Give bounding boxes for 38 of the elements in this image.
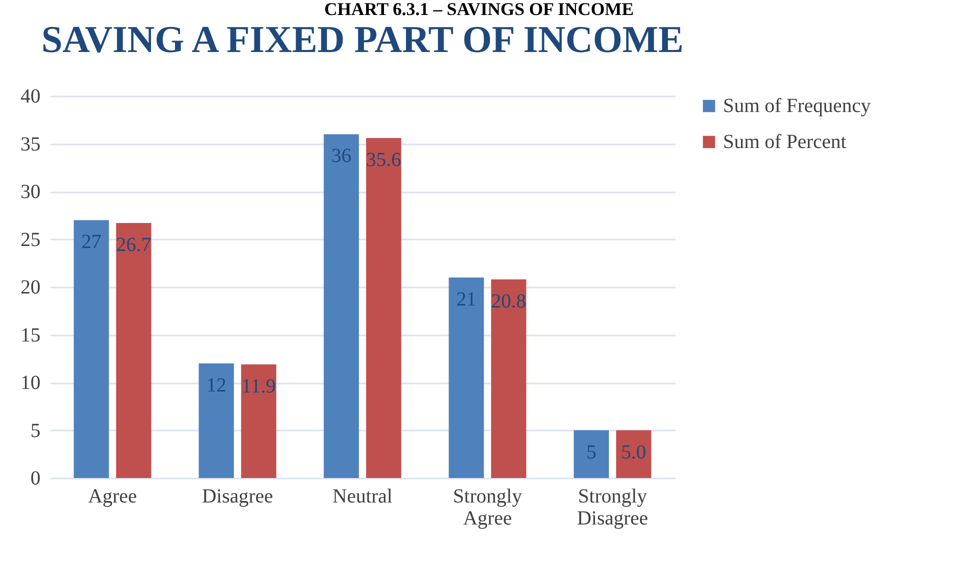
data-label: 5.0 <box>621 441 646 464</box>
data-label: 20.8 <box>491 290 526 312</box>
data-label: 21 <box>456 288 476 310</box>
data-label: 26.7 <box>116 234 152 256</box>
bar <box>366 138 402 478</box>
bar <box>491 279 526 478</box>
bar <box>616 430 652 478</box>
legend-label: Sum of Frequency <box>723 95 871 117</box>
y-tick-label: 25 <box>20 228 40 251</box>
y-tick-label: 35 <box>20 133 40 156</box>
data-label: 12 <box>206 374 226 396</box>
data-label: 36 <box>331 145 352 168</box>
data-label: 5 <box>586 441 596 464</box>
y-tick-label: 5 <box>30 420 40 442</box>
data-label: 27 <box>81 231 102 254</box>
data-label: 11.9 <box>242 375 276 398</box>
x-tick-label: Strongly Disagree <box>576 486 648 530</box>
x-tick-label: Strongly Agree <box>453 486 522 530</box>
y-tick-label: 20 <box>20 276 40 298</box>
bar <box>448 277 484 478</box>
bar <box>74 220 109 478</box>
data-label: 35.6 <box>366 149 402 172</box>
bar <box>116 223 152 478</box>
bar <box>198 363 234 478</box>
x-tick-label: Neutral <box>332 486 393 508</box>
y-tick-label: 15 <box>20 324 40 346</box>
bar <box>241 364 276 478</box>
y-tick-label: 10 <box>20 372 40 394</box>
legend-label: Sum of Percent <box>723 131 847 153</box>
y-tick-label: 0 <box>30 468 40 490</box>
y-tick-label: 40 <box>20 86 40 108</box>
y-tick-label: 30 <box>20 181 40 203</box>
x-tick-label: Disagree <box>202 486 274 508</box>
bar <box>324 134 359 478</box>
bar <box>574 430 609 478</box>
caption: CHART 6.3.1 – SAVINGS OF INCOME <box>323 0 635 19</box>
x-tick-label: Agree <box>88 486 138 508</box>
chart-title: SAVING A FIXED PART OF INCOME <box>41 19 684 61</box>
